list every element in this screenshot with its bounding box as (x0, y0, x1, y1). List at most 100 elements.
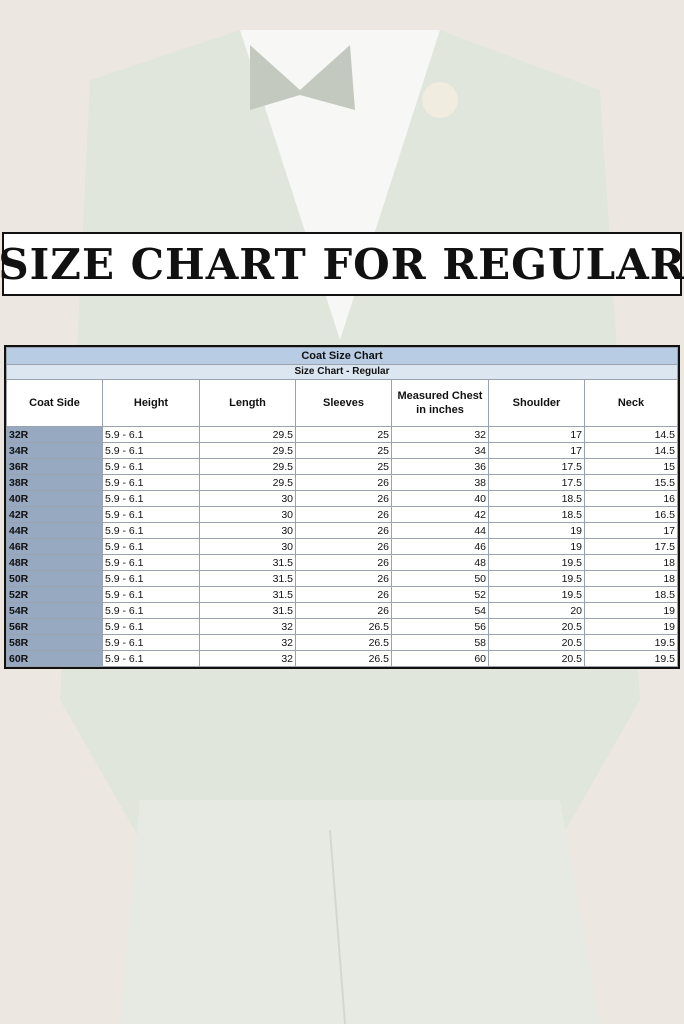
table-cell: 5.9 - 6.1 (102, 474, 200, 491)
table-cell: 17.5 (584, 538, 678, 555)
table-cell: 5.9 - 6.1 (102, 458, 200, 475)
table-cell: 5.9 - 6.1 (102, 522, 200, 539)
table-cell: 44R (6, 522, 103, 539)
table-cell: 19.5 (488, 554, 585, 571)
table-cell: 26.5 (295, 650, 392, 667)
table-cell: 20 (488, 602, 585, 619)
table-cell: 54 (391, 602, 489, 619)
table-cell: 50 (391, 570, 489, 587)
table-cell: 42R (6, 506, 103, 523)
table-cell: 60R (6, 650, 103, 667)
table-cell: 60 (391, 650, 489, 667)
table-cell: 26 (295, 490, 392, 507)
table-cell: 38R (6, 474, 103, 491)
table-cell: 19 (488, 538, 585, 555)
size-table: Coat Size Chart Size Chart - Regular Coa… (4, 345, 680, 669)
table-cell: 26 (295, 538, 392, 555)
table-cell: 32 (199, 634, 296, 651)
table-cell: 52R (6, 586, 103, 603)
table-title-row: Coat Size Chart (6, 347, 678, 365)
table-cell: 19 (584, 602, 678, 619)
column-header: Coat Side (6, 379, 103, 427)
table-cell: 32 (199, 618, 296, 635)
table-cell: 50R (6, 570, 103, 587)
table-cell: 30 (199, 506, 296, 523)
column-header: Neck (584, 379, 678, 427)
table-cell: 19 (584, 618, 678, 635)
table-cell: 19.5 (488, 586, 585, 603)
table-cell: 29.5 (199, 442, 296, 459)
table-cell: 17 (488, 426, 585, 443)
table-cell: 48R (6, 554, 103, 571)
table-cell: 34 (391, 442, 489, 459)
table-cell: 19.5 (584, 650, 678, 667)
column-header: Height (102, 379, 200, 427)
table-row: 48R 5.9 - 6.1 31.5 26 48 19.5 18 (6, 554, 678, 571)
table-cell: 25 (295, 442, 392, 459)
table-row: 38R 5.9 - 6.1 29.5 26 38 17.5 15.5 (6, 474, 678, 491)
table-cell: 40 (391, 490, 489, 507)
table-cell: 20.5 (488, 618, 585, 635)
table-cell: 25 (295, 426, 392, 443)
table-cell: 17.5 (488, 458, 585, 475)
table-cell: 17 (584, 522, 678, 539)
table-cell: 26 (295, 474, 392, 491)
table-row: 52R 5.9 - 6.1 31.5 26 52 19.5 18.5 (6, 586, 678, 603)
table-cell: 31.5 (199, 570, 296, 587)
table-cell: 46 (391, 538, 489, 555)
table-cell: 31.5 (199, 554, 296, 571)
table-cell: 44 (391, 522, 489, 539)
table-cell: 14.5 (584, 426, 678, 443)
table-row: 40R 5.9 - 6.1 30 26 40 18.5 16 (6, 490, 678, 507)
column-header: Measured Chest in inches (391, 379, 489, 427)
table-cell: 32 (199, 650, 296, 667)
table-row: 54R 5.9 - 6.1 31.5 26 54 20 19 (6, 602, 678, 619)
table-cell: 26 (295, 602, 392, 619)
table-cell: 25 (295, 458, 392, 475)
table-cell: 17.5 (488, 474, 585, 491)
table-cell: 19.5 (584, 634, 678, 651)
table-cell: 26 (295, 506, 392, 523)
table-cell: 20.5 (488, 650, 585, 667)
table-row: 36R 5.9 - 6.1 29.5 25 36 17.5 15 (6, 458, 678, 475)
table-cell: 5.9 - 6.1 (102, 442, 200, 459)
table-cell: 5.9 - 6.1 (102, 618, 200, 635)
table-cell: 54R (6, 602, 103, 619)
table-cell: 16.5 (584, 506, 678, 523)
table-cell: 5.9 - 6.1 (102, 490, 200, 507)
table-cell: 52 (391, 586, 489, 603)
table-subtitle: Size Chart - Regular (6, 364, 678, 380)
table-cell: 18 (584, 570, 678, 587)
table-row: 50R 5.9 - 6.1 31.5 26 50 19.5 18 (6, 570, 678, 587)
table-cell: 26 (295, 586, 392, 603)
table-cell: 32 (391, 426, 489, 443)
table-cell: 29.5 (199, 426, 296, 443)
table-cell: 5.9 - 6.1 (102, 650, 200, 667)
table-cell: 40R (6, 490, 103, 507)
table-cell: 14.5 (584, 442, 678, 459)
table-cell: 5.9 - 6.1 (102, 506, 200, 523)
table-cell: 26.5 (295, 618, 392, 635)
header-row: Coat Side Height Length Sleeves Measured Che… (6, 379, 678, 427)
table-row: 60R 5.9 - 6.1 32 26.5 60 20.5 19.5 (6, 650, 678, 667)
page-title: SIZE CHART FOR REGULAR (0, 232, 684, 296)
table-cell: 18.5 (488, 490, 585, 507)
table-cell: 18.5 (488, 506, 585, 523)
table-cell: 20.5 (488, 634, 585, 651)
column-header: Length (199, 379, 296, 427)
table-cell: 26 (295, 554, 392, 571)
table-cell: 29.5 (199, 458, 296, 475)
table-cell: 36 (391, 458, 489, 475)
table-cell: 32R (6, 426, 103, 443)
table-cell: 30 (199, 538, 296, 555)
column-header: Sleeves (295, 379, 392, 427)
table-cell: 34R (6, 442, 103, 459)
table-cell: 26 (295, 522, 392, 539)
table-title: Coat Size Chart (6, 347, 678, 365)
table-cell: 17 (488, 442, 585, 459)
table-cell: 58R (6, 634, 103, 651)
table-row: 42R 5.9 - 6.1 30 26 42 18.5 16.5 (6, 506, 678, 523)
table-row: 44R 5.9 - 6.1 30 26 44 19 17 (6, 522, 678, 539)
table-body: Coat Size Chart Size Chart - Regular Coa… (6, 347, 678, 667)
table-cell: 5.9 - 6.1 (102, 634, 200, 651)
